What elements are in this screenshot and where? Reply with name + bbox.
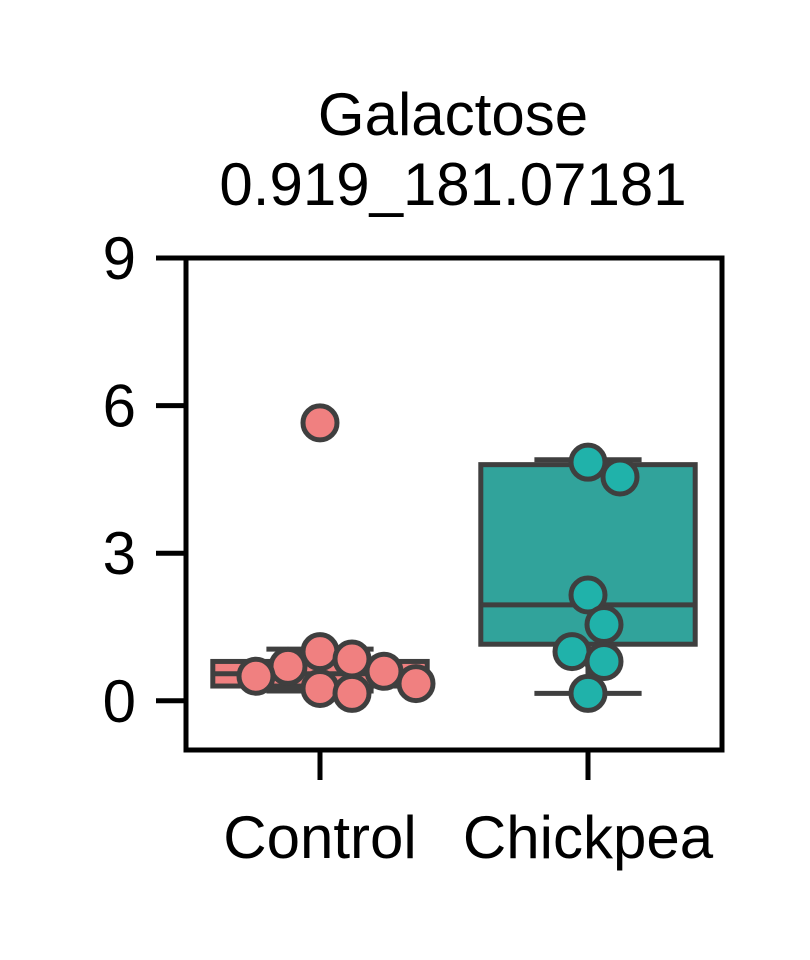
plot-area: 0 3 6 9 Control Chickpea	[103, 225, 725, 871]
chickpea-point-5	[584, 641, 624, 681]
chickpea-point-1	[600, 457, 640, 497]
y-tick-label-2: 6	[103, 373, 136, 440]
chickpea-point-3	[584, 605, 624, 645]
control-point-5	[236, 656, 276, 696]
y-tick-label-1: 3	[103, 520, 136, 587]
control-point-7	[300, 669, 340, 708]
chart-subtitle: 0.919_181.07181	[219, 151, 686, 218]
chart-title: Galactose	[318, 81, 588, 148]
control-point-3	[268, 646, 308, 686]
control-point-1	[300, 632, 340, 672]
control-point-6	[396, 664, 436, 704]
y-tick-label-0: 0	[103, 668, 136, 735]
x-tick-label-0: Control	[223, 804, 416, 871]
control-point-4	[364, 651, 404, 691]
chickpea-point-0	[568, 442, 608, 482]
y-tick-label-3: 9	[103, 225, 136, 292]
control-point-2	[332, 639, 372, 679]
chickpea-point-2	[568, 575, 608, 615]
plot-frame	[183, 255, 725, 753]
chickpea-point-6	[568, 673, 608, 713]
control-point-8	[332, 673, 372, 713]
control-point-0	[300, 403, 340, 443]
chickpea-point-4	[552, 632, 592, 672]
x-tick-label-1: Chickpea	[463, 804, 714, 871]
